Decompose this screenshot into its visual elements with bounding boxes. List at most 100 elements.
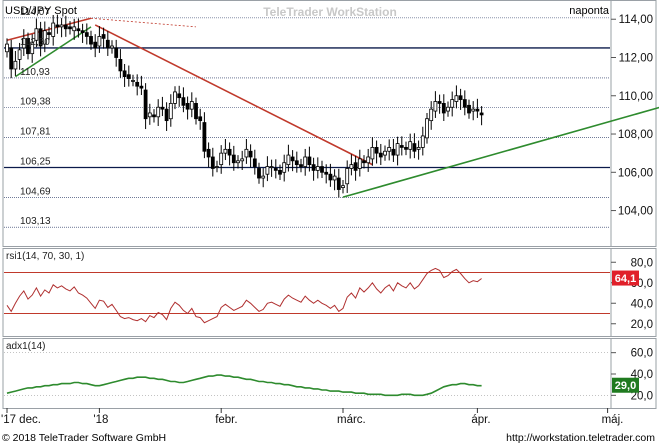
candle-body: [286, 154, 291, 166]
candle-body: [429, 108, 434, 122]
candle-body: [219, 152, 224, 166]
candle-body: [168, 103, 173, 120]
candle-body: [471, 108, 476, 112]
candle-body: [362, 160, 366, 164]
level-label: 106,25: [20, 157, 51, 168]
rsi-title: rsi1(14, 70, 30, 1): [6, 251, 84, 262]
candle-body: [198, 116, 203, 122]
candle-body: [110, 45, 114, 49]
candle-body: [89, 36, 93, 45]
candle-body: [475, 108, 480, 112]
footer-copyright: © 2018 TeleTrader Software GmbH: [2, 432, 166, 444]
candle-body: [303, 156, 308, 167]
level-label: 112,50: [20, 37, 50, 48]
candle-body: [72, 26, 77, 32]
adx-last-value: 29,0: [615, 380, 636, 392]
candle-body: [332, 175, 337, 181]
adx-panel: 60,040,020,0 adx1(14) 29,0: [2, 338, 657, 409]
candle-body: [433, 101, 438, 112]
tick-label: 114,00: [619, 14, 653, 26]
candle-body: [395, 143, 400, 156]
main-candles: [5, 14, 484, 198]
x-tick-label: '17 dec.: [1, 414, 41, 426]
candle-body: [341, 185, 345, 188]
level-label: 109,38: [20, 97, 51, 108]
candle-body: [63, 24, 68, 30]
candle-body: [399, 145, 404, 148]
adx-right-axis: 60,040,020,0: [611, 348, 653, 402]
rsi-panel: 80,060,040,020,0 rsi1(14, 70, 30, 1) 64,…: [2, 248, 657, 337]
candle-body: [336, 177, 341, 190]
candle-body: [387, 147, 392, 152]
trendline-downtrend-red: [94, 24, 373, 166]
candle-body: [122, 70, 127, 78]
tick-label: 106,00: [618, 167, 653, 179]
candle-body: [147, 112, 152, 118]
tick-label: 20,0: [631, 390, 653, 402]
candle-body: [458, 95, 463, 100]
candle-body: [223, 148, 228, 154]
trendline-dashed: [90, 17, 197, 28]
tick-label: 40,0: [631, 298, 653, 310]
candle-body: [160, 106, 165, 110]
candle-body: [290, 156, 295, 162]
candle-body: [282, 162, 287, 173]
candle-body: [257, 168, 261, 179]
candle-body: [210, 156, 215, 169]
rsi-last-value: 64,1: [615, 273, 636, 285]
candle-body: [173, 91, 177, 104]
candle-body: [320, 166, 324, 173]
level-label: 104,69: [20, 186, 51, 197]
x-tick-label: márc.: [337, 414, 366, 426]
candle-body: [353, 162, 358, 171]
candle-body: [273, 168, 278, 171]
x-tick-label: '18: [93, 414, 108, 426]
rsi-right-axis: 80,060,040,020,0: [611, 257, 653, 331]
candle-body: [47, 32, 51, 35]
candle-body: [114, 47, 119, 58]
candle-body: [189, 101, 194, 110]
candle-body: [370, 147, 375, 160]
tick-label: 80,0: [631, 257, 653, 269]
candle-body: [139, 85, 144, 89]
candle-body: [51, 22, 56, 37]
candle-body: [349, 164, 354, 169]
candle-body: [152, 114, 156, 118]
tick-label: 112,00: [619, 52, 653, 64]
trendline-support-green-long: [342, 106, 659, 198]
level-label: 107,81: [20, 127, 51, 138]
candle-body: [425, 118, 429, 139]
candle-body: [366, 156, 371, 164]
chart-subtitle: naponta: [569, 5, 610, 17]
candle-body: [446, 106, 450, 112]
candle-body: [9, 47, 14, 70]
candle-body: [194, 103, 198, 120]
candle-body: [105, 39, 110, 49]
candle-body: [227, 148, 232, 156]
candle-body: [328, 173, 333, 181]
tick-label: 110,00: [619, 91, 653, 103]
candle-body: [93, 41, 98, 49]
candle-body: [185, 103, 190, 110]
candle-body: [202, 122, 207, 152]
main-level-labels: 114,07 112,50 110,93 109,38 107,81 106,25 104,…: [20, 7, 51, 227]
candle-body: [307, 156, 312, 166]
rsi-last-value-badge: 64,1: [612, 270, 639, 286]
x-tick-label: ápr.: [471, 414, 490, 426]
candle-body: [164, 108, 169, 122]
candle-body: [244, 148, 249, 158]
footer-url[interactable]: http://workstation.teletrader.com: [506, 432, 655, 444]
candle-body: [181, 97, 186, 106]
candle-body: [206, 148, 211, 158]
candle-body: [467, 104, 471, 114]
candle-body: [13, 60, 18, 70]
tick-label: 20,0: [631, 319, 653, 331]
candle-body: [252, 158, 257, 167]
candle-body: [38, 28, 43, 47]
candle-body: [269, 166, 274, 168]
candle-body: [261, 175, 266, 179]
candle-body: [97, 36, 102, 47]
watermark: TeleTrader WorkStation: [263, 5, 397, 19]
candle-body: [55, 24, 60, 28]
candle-body: [177, 93, 182, 99]
